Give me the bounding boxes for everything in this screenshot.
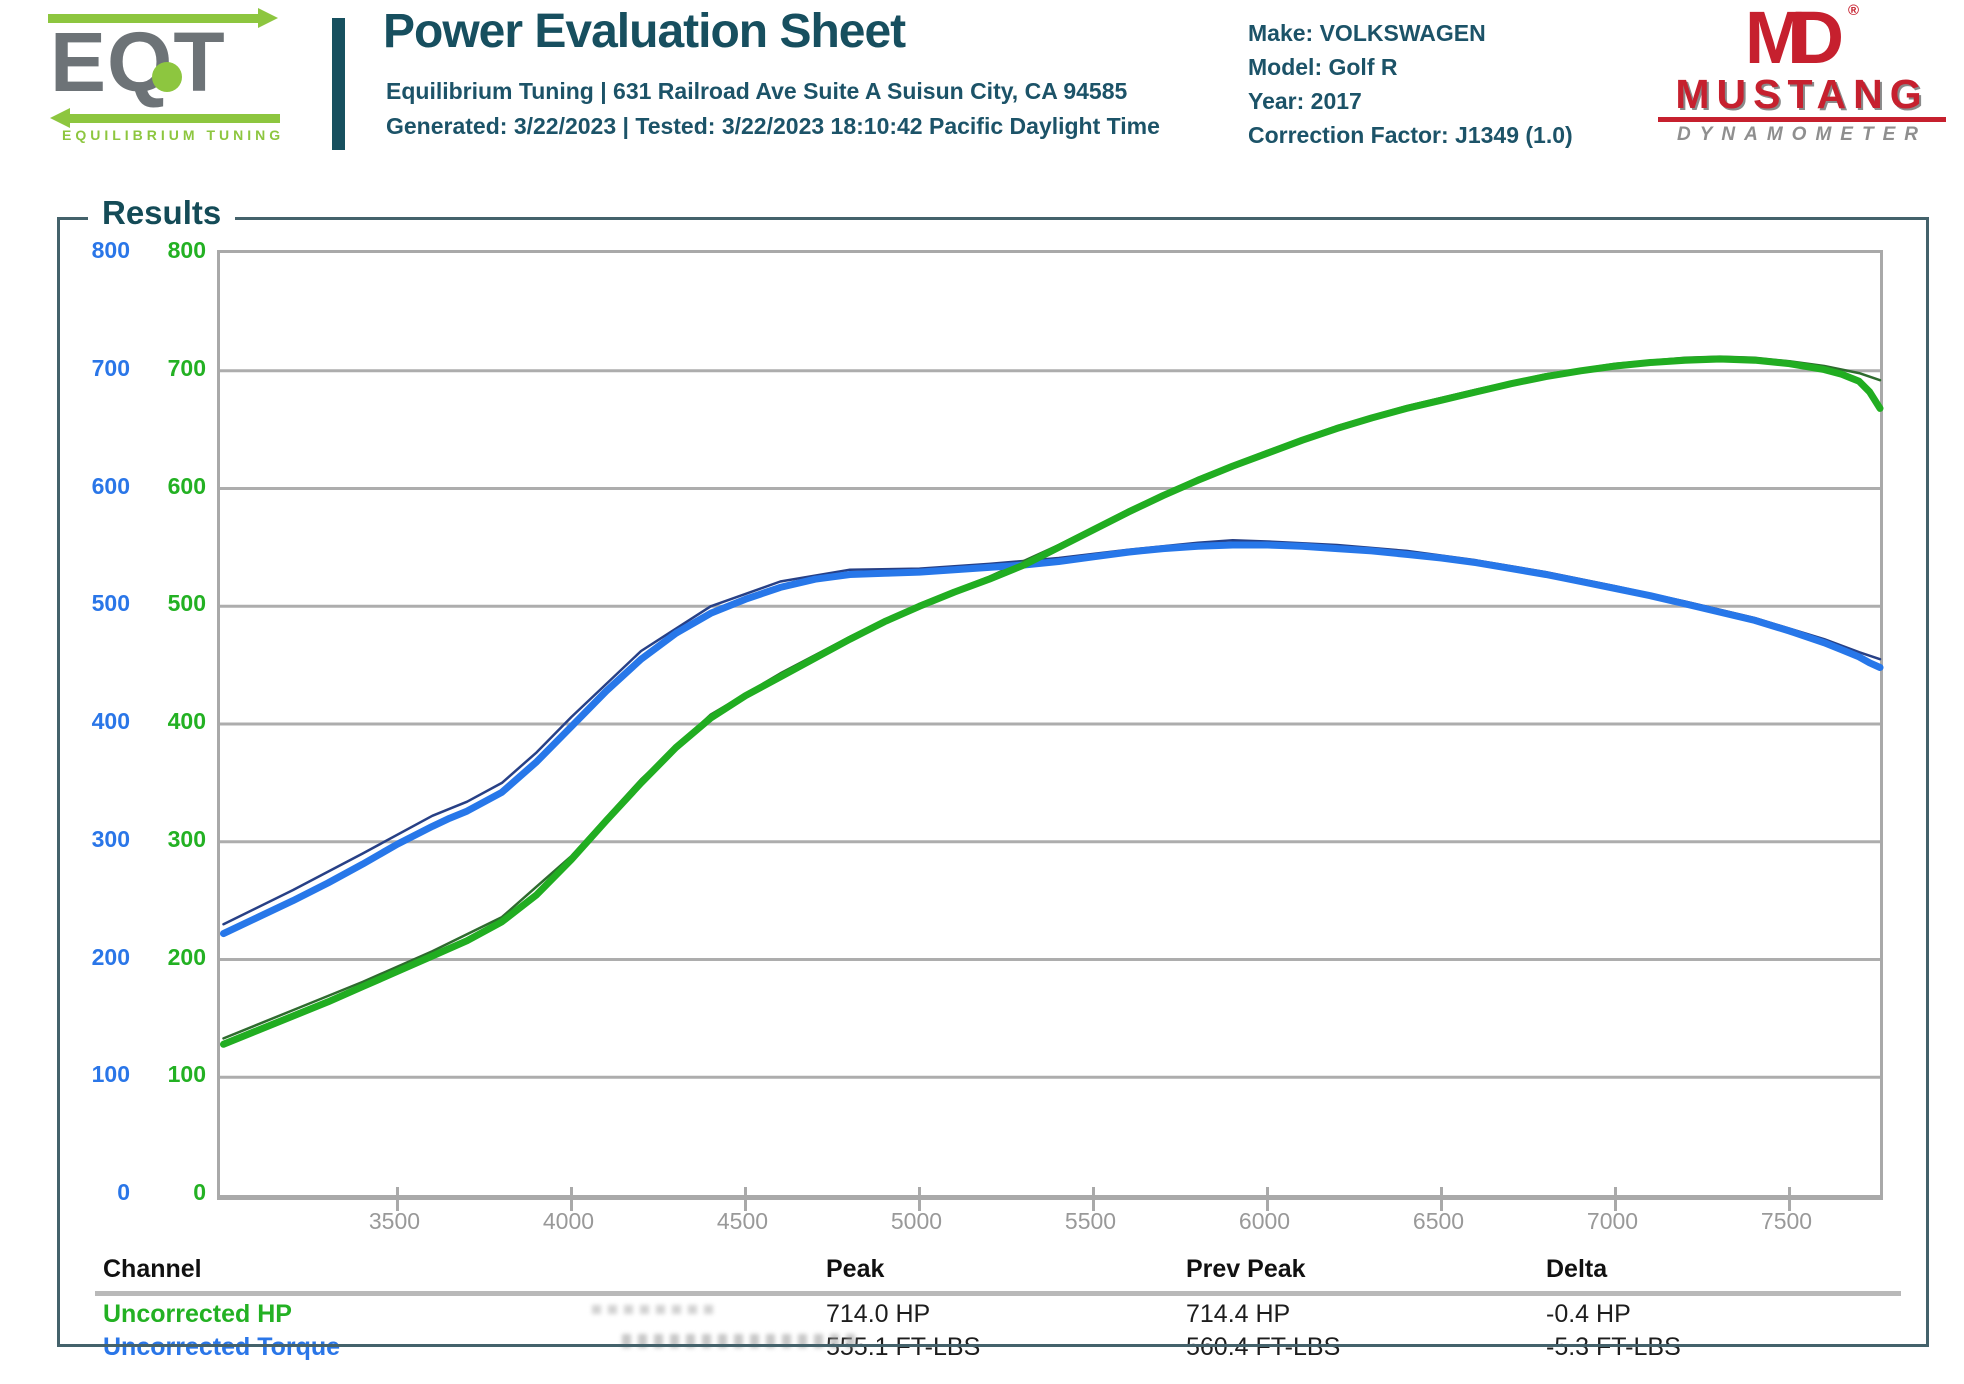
eqt-logo-bottom-arrow-icon	[50, 108, 280, 128]
y-axis-label-hp-700: 700	[167, 354, 206, 381]
generated-tested-line: Generated: 3/22/2023 | Tested: 3/22/2023…	[386, 113, 1160, 139]
faded-smudge-1	[592, 1305, 720, 1314]
x-axis-label-5000: 5000	[890, 1208, 943, 1234]
eqt-logo-letters: EQT	[50, 15, 226, 109]
table-header-peak: Peak	[826, 1255, 885, 1283]
table-row-hp-delta: -0.4 HP	[1546, 1300, 1631, 1328]
y-axis-label-hp-600: 600	[167, 472, 206, 499]
y-axis-label-hp-100: 100	[167, 1061, 206, 1088]
series-uncorrected-torque-previous	[222, 539, 1882, 926]
series-uncorrected-hp	[220, 355, 1884, 1048]
y-axis-label-hp-500: 500	[167, 590, 206, 617]
eqt-logo: EQT EQUILIBRIUM TUNING	[40, 8, 292, 143]
mustang-wordmark: MUSTANG	[1675, 71, 1929, 117]
eqt-logo-top-arrow-icon	[48, 8, 278, 28]
y-axis-label-torque-400: 400	[91, 708, 130, 734]
vehicle-info-block: Make: VOLKSWAGEN Model: Golf R Year: 201…	[1248, 16, 1573, 152]
y-axis-label-torque-100: 100	[91, 1061, 130, 1088]
dynamometer-wordmark: DYNAMOMETER	[1677, 124, 1927, 145]
y-axis-label-torque-700: 700	[91, 354, 130, 381]
correction-factor: Correction Factor: J1349 (1.0)	[1248, 122, 1573, 148]
results-legend: Results	[88, 194, 236, 232]
table-header-channel: Channel	[103, 1255, 202, 1283]
x-axis-label-5500: 5500	[1064, 1208, 1117, 1234]
y-axis-label-torque-0: 0	[117, 1179, 130, 1205]
y-axis-label-torque-500: 500	[91, 590, 130, 617]
md-monogram: MD	[1744, 0, 1844, 79]
y-axis-label-hp-800: 800	[167, 237, 206, 263]
registered-trademark-icon: ®	[1848, 2, 1860, 19]
eqt-logo-green-dot-icon	[152, 62, 182, 92]
table-row-torque-delta: -5.3 FT-LBS	[1546, 1333, 1681, 1361]
eqt-logo-tagline: EQUILIBRIUM TUNING	[62, 127, 285, 143]
vehicle-model: Model: Golf R	[1248, 54, 1398, 80]
page-title: Power Evaluation Sheet	[383, 5, 906, 58]
dyno-chart-plot-area	[217, 250, 1884, 1211]
y-axis-label-hp-200: 200	[167, 943, 206, 970]
vehicle-make: Make: VOLKSWAGEN	[1248, 20, 1486, 46]
table-header-prev-peak: Prev Peak	[1186, 1255, 1306, 1283]
x-axis-label-4500: 4500	[716, 1208, 769, 1234]
table-row-torque-prev-peak: 560.4 FT-LBS	[1186, 1333, 1341, 1361]
x-axis-label-7500: 7500	[1760, 1208, 1813, 1234]
table-row-hp-peak: 714.0 HP	[826, 1300, 931, 1328]
x-axis-label-6500: 6500	[1412, 1208, 1465, 1234]
mustang-logo-rule	[1658, 117, 1946, 122]
table-header-delta: Delta	[1546, 1255, 1608, 1283]
x-axis-label-6000: 6000	[1238, 1208, 1291, 1234]
table-row-hp-prev-peak: 714.4 HP	[1186, 1300, 1291, 1328]
table-row-torque-channel: Uncorrected Torque	[103, 1333, 341, 1361]
y-axis-label-hp-400: 400	[167, 708, 206, 734]
x-axis-label-7000: 7000	[1586, 1208, 1639, 1234]
faded-smudge-2	[622, 1334, 860, 1348]
vehicle-year: Year: 2017	[1248, 88, 1362, 114]
y-axis-label-hp-0: 0	[193, 1179, 206, 1205]
y-axis-label-torque-300: 300	[91, 825, 130, 852]
x-axis-label-4000: 4000	[542, 1208, 595, 1234]
y-axis-label-torque-200: 200	[91, 943, 130, 970]
y-axis-label-hp-300: 300	[167, 825, 206, 852]
table-row-hp-channel: Uncorrected HP	[103, 1300, 292, 1328]
header-divider	[332, 18, 345, 150]
x-axis-label-3500: 3500	[368, 1208, 421, 1234]
dyno-chart-svg	[220, 355, 1884, 1211]
y-axis-label-torque-800: 800	[91, 237, 130, 263]
table-header-underline	[95, 1291, 1901, 1296]
shop-address-line: Equilibrium Tuning | 631 Railroad Ave Su…	[386, 78, 1128, 104]
series-uncorrected-torque	[220, 541, 1884, 938]
mustang-dynamometer-logo: MD ® MUSTANG DYNAMOMETER	[1652, 0, 1952, 146]
y-axis-label-torque-600: 600	[91, 472, 130, 499]
